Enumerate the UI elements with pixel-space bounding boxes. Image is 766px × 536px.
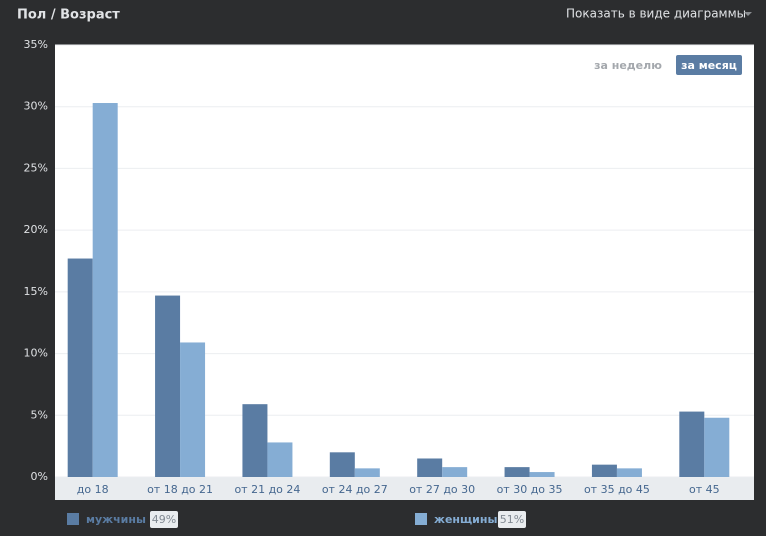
bar (529, 472, 555, 477)
x-tick-label: до 18 (77, 483, 109, 496)
legend-badge (498, 511, 526, 528)
bar (504, 467, 530, 477)
dropdown-arrow[interactable] (744, 12, 752, 16)
bar (354, 468, 380, 477)
legend-label: мужчины (86, 513, 146, 526)
view-switch[interactable]: Показать в виде диаграммы (566, 7, 746, 21)
bar (591, 464, 617, 477)
x-tick-label: от 35 до 45 (584, 483, 650, 496)
x-tick-label: от 24 до 27 (322, 483, 388, 496)
x-tick-label: от 45 (689, 483, 720, 496)
y-tick-label: 15% (24, 285, 48, 298)
period-button[interactable]: за неделю (594, 59, 662, 72)
bar (417, 458, 443, 477)
bar (67, 258, 93, 477)
bar (267, 442, 293, 477)
y-tick-label: 5% (31, 408, 48, 421)
bar (92, 103, 118, 478)
bar (616, 468, 642, 477)
x-tick-label: от 21 до 24 (234, 483, 300, 496)
period-button[interactable]: за месяц (681, 59, 737, 72)
bar (329, 452, 355, 477)
y-tick-label: 10% (24, 347, 48, 360)
legend-swatch (67, 513, 79, 525)
y-tick-label: 30% (24, 100, 48, 113)
x-axis-band (55, 477, 754, 500)
legend-swatch (415, 513, 427, 525)
legend-share: 51% (500, 513, 524, 526)
x-tick-label: от 18 до 21 (147, 483, 213, 496)
bar (679, 411, 705, 477)
y-tick-label: 35% (24, 38, 48, 51)
x-tick-label: от 30 до 35 (497, 483, 563, 496)
period-button-active[interactable] (676, 55, 742, 75)
bar (155, 295, 181, 477)
legend-share: 49% (152, 513, 176, 526)
bar (242, 404, 268, 477)
y-tick-label: 20% (24, 223, 48, 236)
legend-label: женщины (434, 513, 497, 526)
title: Пол / Возраст (17, 8, 120, 23)
y-tick-label: 25% (24, 161, 48, 174)
bar (704, 417, 730, 477)
bar (180, 342, 206, 477)
y-tick-label: 0% (31, 470, 48, 483)
bar (442, 467, 468, 477)
x-tick-label: от 27 до 30 (409, 483, 475, 496)
legend-badge (150, 511, 178, 528)
